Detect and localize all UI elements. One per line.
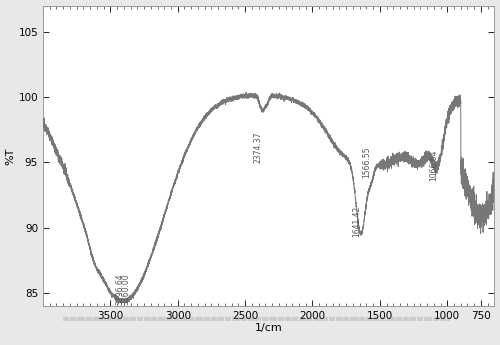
Y-axis label: %T: %T bbox=[6, 147, 16, 165]
Text: 2374.37: 2374.37 bbox=[253, 131, 262, 162]
Text: 3396.64: 3396.64 bbox=[116, 274, 124, 305]
Text: 1566.55: 1566.55 bbox=[362, 147, 371, 178]
Text: 1641.42: 1641.42 bbox=[352, 206, 361, 237]
Text: 1066.64: 1066.64 bbox=[430, 149, 438, 181]
X-axis label: 1/cm: 1/cm bbox=[255, 323, 282, 333]
Text: 3360.00: 3360.00 bbox=[122, 274, 131, 305]
